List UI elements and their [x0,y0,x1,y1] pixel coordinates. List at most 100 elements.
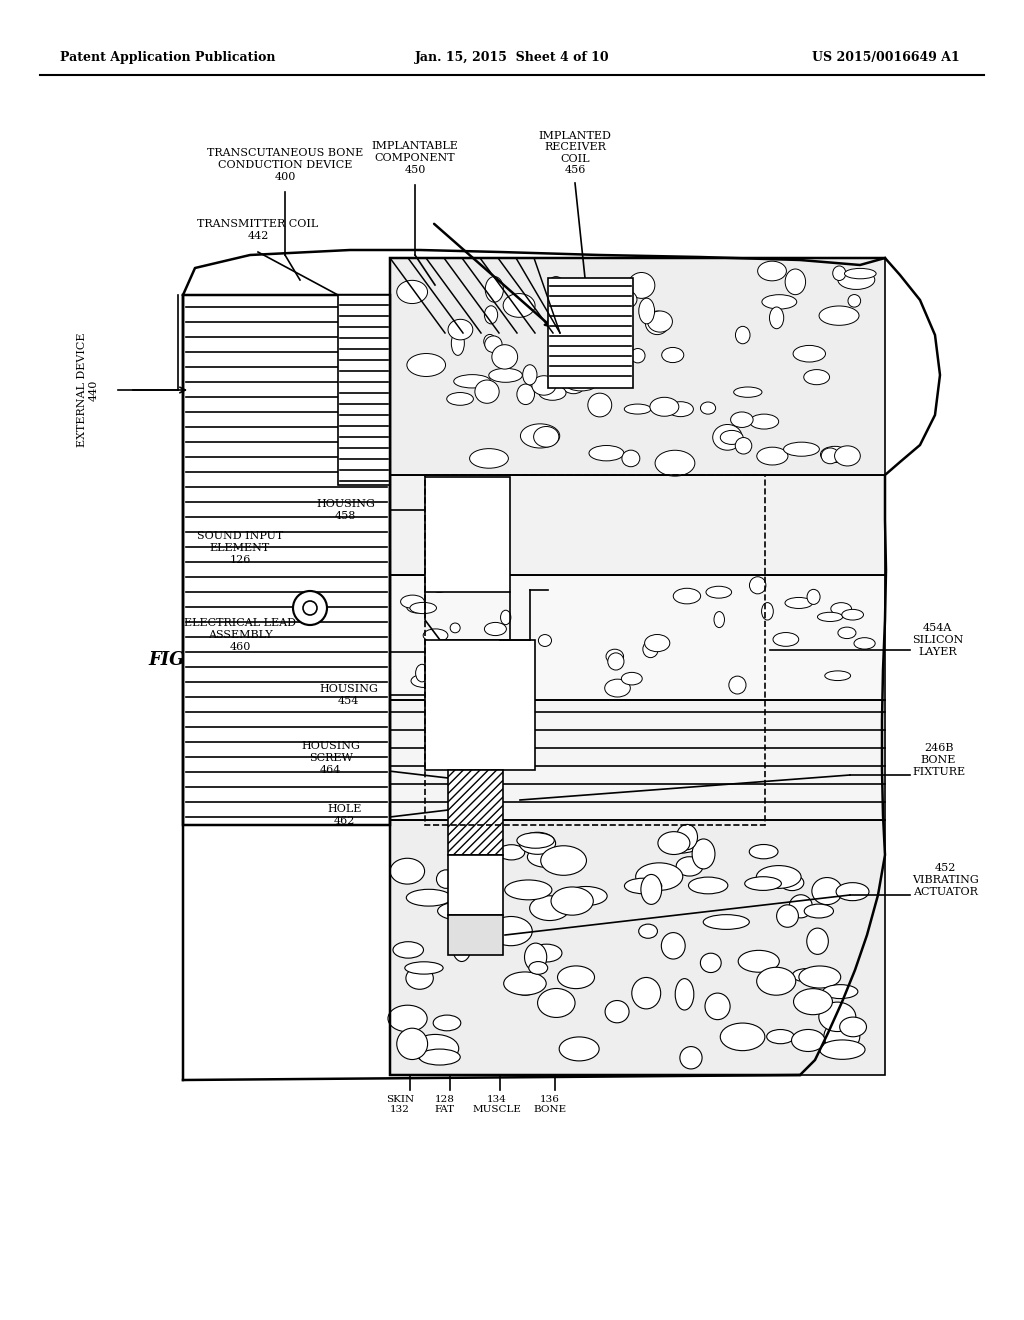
Ellipse shape [783,442,819,457]
Text: HOLE
462: HOLE 462 [328,804,362,826]
Ellipse shape [767,1030,795,1044]
Text: SOUND INPUT
ELEMENT
126: SOUND INPUT ELEMENT 126 [197,532,283,565]
Ellipse shape [622,450,640,467]
Text: 128
FAT: 128 FAT [435,1096,455,1114]
Ellipse shape [388,1006,427,1032]
Ellipse shape [437,902,484,920]
Text: ELECTRICAL LEAD
ASSEMBLY
460: ELECTRICAL LEAD ASSEMBLY 460 [184,618,296,652]
Bar [390,257,885,475]
Ellipse shape [810,968,838,987]
Ellipse shape [641,874,662,904]
Ellipse shape [729,676,746,694]
Text: 246B
BONE
FIXTURE: 246B BONE FIXTURE [912,743,966,776]
Ellipse shape [744,876,781,891]
Ellipse shape [423,628,447,642]
Text: 452
VIBRATING
ACTUATOR: 452 VIBRATING ACTUATOR [912,863,979,896]
Ellipse shape [488,368,522,383]
Text: HOUSING
454: HOUSING 454 [319,684,378,706]
Ellipse shape [643,640,658,657]
Ellipse shape [750,414,778,429]
Ellipse shape [720,430,743,445]
Ellipse shape [503,659,528,677]
Ellipse shape [538,989,575,1018]
Ellipse shape [735,437,752,454]
Ellipse shape [692,840,715,869]
Ellipse shape [757,447,787,465]
Ellipse shape [446,392,473,405]
Ellipse shape [410,602,436,614]
Ellipse shape [484,623,507,636]
Ellipse shape [848,294,860,308]
Ellipse shape [703,915,750,929]
Ellipse shape [758,261,786,281]
Ellipse shape [510,673,532,688]
Ellipse shape [804,370,829,384]
Ellipse shape [836,883,869,900]
Ellipse shape [451,623,460,632]
Ellipse shape [534,426,559,447]
Ellipse shape [677,825,697,850]
Ellipse shape [606,649,624,664]
Ellipse shape [470,449,508,469]
Text: EXTERNAL DEVICE
440: EXTERNAL DEVICE 440 [77,333,98,447]
Ellipse shape [449,319,473,339]
Ellipse shape [622,672,642,685]
Ellipse shape [485,276,504,302]
Ellipse shape [504,972,546,995]
Ellipse shape [559,1038,599,1061]
Ellipse shape [738,950,779,973]
Ellipse shape [713,425,742,450]
Ellipse shape [830,603,852,615]
Ellipse shape [675,978,694,1010]
Text: FIG. 4: FIG. 4 [148,651,209,669]
Ellipse shape [605,680,631,697]
Ellipse shape [668,401,693,417]
Bar [390,700,885,820]
Ellipse shape [714,611,724,627]
Text: US 2015/0016649 A1: US 2015/0016649 A1 [812,51,961,65]
Ellipse shape [489,916,532,945]
Ellipse shape [625,878,662,894]
Ellipse shape [539,635,552,647]
Ellipse shape [562,379,585,393]
Ellipse shape [662,347,684,363]
Ellipse shape [528,961,548,974]
Ellipse shape [645,635,670,652]
Text: HOUSING
SCREW
464: HOUSING SCREW 464 [301,742,360,775]
Text: 454A
SILICON
LAYER: 454A SILICON LAYER [912,623,964,656]
Ellipse shape [819,1002,856,1031]
Text: IMPLANTABLE
COMPONENT
450: IMPLANTABLE COMPONENT 450 [372,141,459,174]
Ellipse shape [407,890,452,906]
Ellipse shape [657,832,690,854]
Bar [183,294,390,825]
Ellipse shape [501,610,511,624]
Ellipse shape [529,896,569,920]
Bar [390,576,885,700]
Text: 136
BONE: 136 BONE [534,1096,566,1114]
Ellipse shape [706,586,731,598]
Ellipse shape [400,595,424,609]
Ellipse shape [700,953,721,973]
Ellipse shape [531,944,562,962]
Ellipse shape [720,1023,765,1051]
Ellipse shape [572,323,607,345]
Ellipse shape [541,846,587,875]
Text: IMPLANTED
RECEIVER
COIL
456: IMPLANTED RECEIVER COIL 456 [539,131,611,176]
Ellipse shape [793,969,820,982]
Ellipse shape [416,664,428,682]
Ellipse shape [566,379,596,391]
Text: TRANSCUTANEOUS BONE
CONDUCTION DEVICE
400: TRANSCUTANEOUS BONE CONDUCTION DEVICE 40… [207,148,364,182]
Ellipse shape [700,403,716,414]
Ellipse shape [776,904,799,927]
Ellipse shape [293,591,327,624]
Ellipse shape [565,301,585,315]
Bar [425,475,765,825]
Ellipse shape [639,298,654,323]
Ellipse shape [845,268,877,279]
Ellipse shape [821,447,839,463]
Ellipse shape [406,968,433,989]
Ellipse shape [854,638,876,649]
Text: HOUSING
458: HOUSING 458 [316,499,375,521]
Ellipse shape [436,870,456,888]
Ellipse shape [840,1018,866,1036]
